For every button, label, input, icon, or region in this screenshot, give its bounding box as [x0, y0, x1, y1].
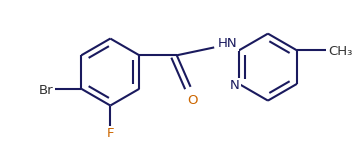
Text: F: F [107, 127, 114, 140]
Text: HN: HN [218, 36, 238, 50]
Text: O: O [187, 94, 198, 107]
Text: CH₃: CH₃ [328, 45, 353, 58]
Text: N: N [230, 79, 240, 92]
Text: Br: Br [39, 84, 54, 97]
